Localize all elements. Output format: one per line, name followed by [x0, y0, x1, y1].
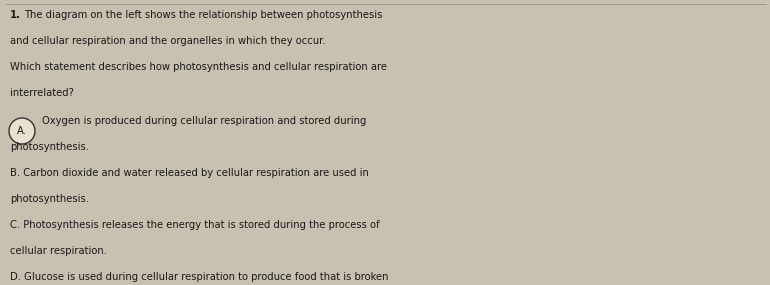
Text: Oxygen is produced during cellular respiration and stored during: Oxygen is produced during cellular respi… [42, 116, 367, 126]
Text: C. Photosynthesis releases the energy that is stored during the process of: C. Photosynthesis releases the energy th… [10, 220, 380, 230]
Circle shape [9, 118, 35, 144]
Text: 1.: 1. [10, 10, 21, 20]
Text: A.: A. [17, 126, 27, 136]
Text: and cellular respiration and the organelles in which they occur.: and cellular respiration and the organel… [10, 36, 326, 46]
Text: photosynthesis.: photosynthesis. [10, 142, 89, 152]
Text: photosynthesis.: photosynthesis. [10, 194, 89, 204]
Text: D. Glucose is used during cellular respiration to produce food that is broken: D. Glucose is used during cellular respi… [10, 272, 389, 282]
Text: The diagram on the left shows the relationship between photosynthesis: The diagram on the left shows the relati… [24, 10, 383, 20]
Text: interrelated?: interrelated? [10, 88, 74, 98]
Text: cellular respiration.: cellular respiration. [10, 246, 107, 256]
Text: Which statement describes how photosynthesis and cellular respiration are: Which statement describes how photosynth… [10, 62, 387, 72]
Text: B. Carbon dioxide and water released by cellular respiration are used in: B. Carbon dioxide and water released by … [10, 168, 369, 178]
